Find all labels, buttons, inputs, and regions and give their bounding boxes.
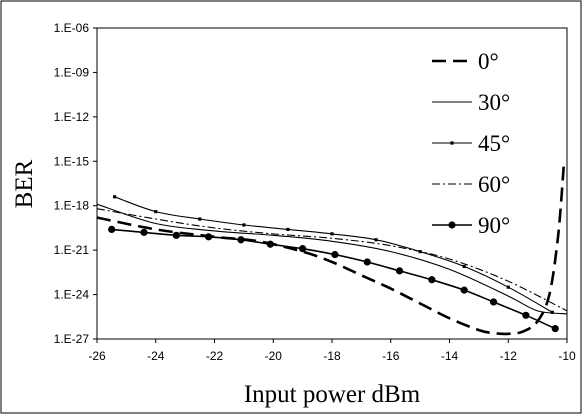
series-point	[172, 231, 180, 239]
x-tick-label: -10	[558, 349, 576, 363]
series-point	[395, 267, 404, 275]
legend-marker	[448, 221, 456, 229]
series-point	[299, 245, 307, 253]
series-point	[205, 233, 213, 241]
series-point	[550, 310, 554, 314]
series-point	[198, 217, 202, 221]
x-tick-label: -26	[88, 349, 106, 363]
chart-legend: 0° 30° 45° 60° 90°	[432, 49, 510, 238]
series-line-0	[97, 161, 566, 336]
series-point	[108, 225, 116, 234]
series-point	[266, 240, 274, 248]
series-point	[506, 285, 510, 289]
series-point	[242, 223, 246, 227]
x-tick-label: -14	[441, 349, 459, 363]
y-tick-label: 1.E-15	[54, 154, 90, 168]
series-line-1	[97, 203, 567, 315]
legend-label: 60°	[478, 172, 510, 197]
series-point	[154, 210, 158, 214]
x-tick-label: -16	[382, 349, 400, 363]
series-point	[330, 232, 334, 236]
series-point	[286, 227, 290, 232]
series-point	[237, 236, 245, 244]
x-axis-label: Input power dBm	[244, 381, 421, 408]
series-point	[462, 264, 466, 269]
series-point	[428, 276, 436, 284]
legend-marker	[450, 141, 454, 145]
legend-label: 45°	[478, 131, 510, 156]
series-point	[374, 238, 378, 242]
y-tick-label: 1.E-09	[54, 65, 90, 79]
y-tick-label: 1.E-24	[54, 288, 90, 302]
series-point	[551, 325, 559, 333]
y-tick-label: 1.E-18	[54, 199, 90, 213]
series-point	[489, 298, 498, 306]
y-tick-label: 1.E-21	[54, 243, 90, 257]
series-point	[113, 195, 117, 199]
x-tick-label: -20	[265, 349, 283, 363]
x-tick-label: -24	[147, 349, 165, 363]
series-point	[363, 258, 371, 266]
x-tick-label: -22	[206, 349, 224, 363]
legend-label: 90°	[478, 213, 510, 238]
legend-label: 0°	[478, 49, 499, 74]
series-line-3	[97, 208, 567, 312]
legend-label: 30°	[478, 90, 510, 115]
y-tick-label: 1.E-12	[54, 110, 90, 124]
series-point	[331, 250, 339, 259]
series-point	[140, 228, 148, 236]
series-point	[460, 286, 468, 294]
y-tick-label: 1.E-06	[54, 21, 90, 35]
y-axis-label: BER	[11, 159, 38, 208]
series-point	[522, 311, 530, 319]
x-tick-label: -12	[500, 349, 518, 363]
x-tick-label: -18	[323, 349, 341, 363]
y-tick-label: 1.E-27	[54, 332, 90, 346]
